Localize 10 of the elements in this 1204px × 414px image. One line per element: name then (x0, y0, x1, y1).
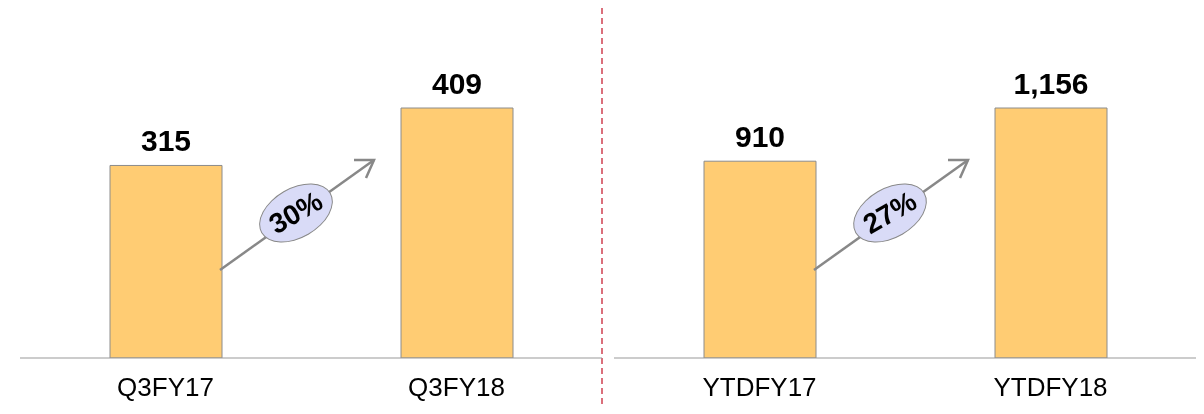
x-tick-label: YTDFY18 (993, 372, 1108, 403)
data-label: 1,156 (1013, 67, 1089, 100)
annotation: 30% (263, 185, 329, 241)
x-tick-label: Q3FY18 (408, 372, 505, 403)
annotation: 27% (857, 185, 923, 241)
x-tick-label: YTDFY17 (702, 372, 817, 403)
x-tick-label: Q3FY17 (117, 372, 214, 403)
data-label: 315 (140, 124, 192, 158)
data-label: 409 (431, 67, 483, 100)
data-label: 910 (735, 120, 786, 154)
